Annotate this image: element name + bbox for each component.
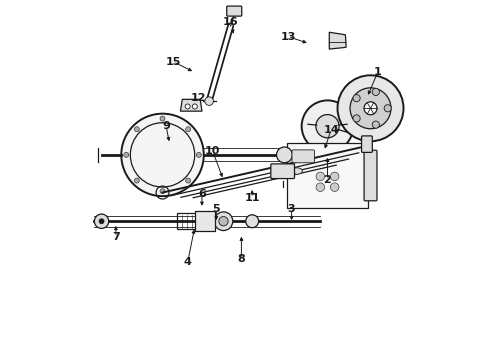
Circle shape <box>219 217 228 226</box>
Circle shape <box>372 88 379 95</box>
Circle shape <box>160 116 165 121</box>
Text: 12: 12 <box>191 93 206 103</box>
Circle shape <box>353 115 360 122</box>
Text: 13: 13 <box>280 32 296 41</box>
FancyBboxPatch shape <box>292 150 315 163</box>
Text: 11: 11 <box>245 193 260 203</box>
Polygon shape <box>180 99 202 111</box>
Circle shape <box>160 189 165 194</box>
Text: 3: 3 <box>288 204 295 214</box>
Circle shape <box>134 178 139 183</box>
Circle shape <box>123 152 129 157</box>
Ellipse shape <box>292 168 302 174</box>
Text: 15: 15 <box>166 57 181 67</box>
Text: 5: 5 <box>213 204 220 214</box>
Circle shape <box>205 97 214 105</box>
Text: 6: 6 <box>198 189 206 199</box>
FancyBboxPatch shape <box>227 6 242 16</box>
Text: 10: 10 <box>205 146 220 156</box>
Circle shape <box>245 215 259 228</box>
Circle shape <box>316 114 339 138</box>
Circle shape <box>372 121 379 128</box>
Circle shape <box>186 178 191 183</box>
Text: 4: 4 <box>184 257 192 267</box>
Circle shape <box>302 100 353 152</box>
FancyBboxPatch shape <box>364 150 377 201</box>
Circle shape <box>316 183 324 192</box>
Text: 14: 14 <box>323 125 339 135</box>
Circle shape <box>338 75 403 141</box>
Circle shape <box>134 127 139 132</box>
Circle shape <box>95 214 109 228</box>
Circle shape <box>196 152 201 157</box>
FancyBboxPatch shape <box>195 211 215 231</box>
FancyBboxPatch shape <box>287 143 368 208</box>
Text: 7: 7 <box>112 232 120 242</box>
Circle shape <box>364 102 377 115</box>
Circle shape <box>330 172 339 181</box>
Polygon shape <box>329 32 346 49</box>
Circle shape <box>122 114 204 196</box>
Circle shape <box>98 219 104 224</box>
Circle shape <box>330 183 339 192</box>
Text: 8: 8 <box>238 254 245 264</box>
Circle shape <box>185 104 190 109</box>
Circle shape <box>276 147 293 163</box>
Text: 16: 16 <box>223 17 239 27</box>
Text: 1: 1 <box>374 67 382 77</box>
Circle shape <box>384 105 392 112</box>
FancyBboxPatch shape <box>271 164 294 179</box>
Circle shape <box>353 95 360 102</box>
Circle shape <box>192 104 197 109</box>
FancyBboxPatch shape <box>362 136 372 152</box>
Text: 9: 9 <box>162 121 170 131</box>
Circle shape <box>214 212 233 230</box>
Circle shape <box>186 127 191 132</box>
Text: 2: 2 <box>323 175 331 185</box>
Circle shape <box>316 172 324 181</box>
Circle shape <box>350 88 391 129</box>
